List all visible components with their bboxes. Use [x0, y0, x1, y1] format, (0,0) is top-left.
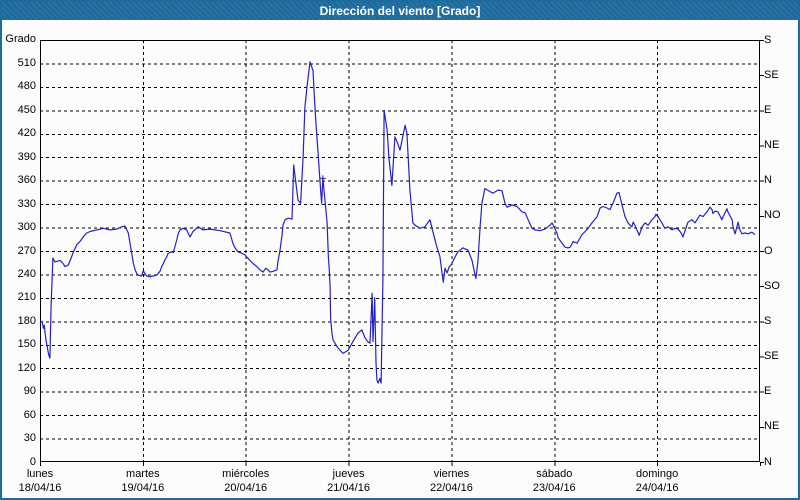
y-tick-label: 0: [29, 455, 36, 468]
compass-tick-label: NE: [764, 139, 780, 151]
x-day-label: viernes: [433, 468, 470, 480]
x-date-label: 23/04/16: [532, 482, 576, 494]
x-date-label: 24/04/16: [635, 482, 679, 494]
y-tick-label: 360: [17, 174, 36, 187]
y-tick-label: 120: [17, 361, 36, 374]
x-date-label: 18/04/16: [18, 482, 62, 494]
y-tick-label: 60: [23, 408, 36, 421]
x-day-label: sábado: [536, 468, 573, 480]
y-tick-label: 270: [17, 244, 36, 257]
y-tick-label: 390: [17, 150, 36, 163]
compass-tick-label: SE: [764, 350, 779, 362]
x-day-label: martes: [126, 468, 160, 480]
y-tick-label: 30: [23, 432, 36, 445]
compass-tick-label: N: [764, 174, 772, 187]
y-tick-label: 330: [17, 197, 36, 210]
compass-tick-label: NE: [764, 420, 780, 433]
y-tick-label: 180: [17, 314, 36, 327]
compass-tick-label: NO: [764, 209, 781, 222]
wind-direction-plot[interactable]: [39, 40, 764, 466]
compass-tick-label: S: [764, 314, 772, 327]
y-tick-label: 210: [17, 291, 36, 304]
y-tick-label: 450: [17, 103, 36, 116]
compass-tick-label: O: [764, 244, 773, 257]
x-day-label: domingo: [636, 468, 679, 480]
y-tick-label: 480: [17, 80, 36, 93]
compass-tick-label: SO: [764, 279, 780, 292]
y-tick-label: 300: [17, 221, 36, 234]
y-tick-label: 420: [17, 127, 36, 140]
compass-tick-label: S: [764, 33, 772, 46]
x-date-label: 21/04/16: [327, 482, 370, 494]
x-day-label: miércoles: [222, 468, 270, 480]
y-tick-label: 150: [17, 338, 36, 351]
x-date-label: 22/04/16: [430, 482, 473, 494]
wind-direction-series-line: [39, 61, 756, 384]
plot-frame: [40, 40, 760, 462]
title-bar: Dirección del viento [Grado]: [2, 2, 798, 20]
x-day-label: jueves: [332, 468, 365, 480]
y-tick-label: 90: [23, 385, 36, 398]
compass-tick-label: E: [764, 385, 772, 398]
y-tick-label: 510: [17, 56, 36, 69]
page-title: Dirección del viento [Grado]: [319, 4, 481, 18]
y-axis-unit-label: Grado: [5, 33, 36, 45]
y-tick-label: 240: [17, 267, 36, 280]
x-date-label: 19/04/16: [121, 482, 165, 494]
chart-area: Grado 0 30 60 90 120 150 180 210 240 270 300 330 360…: [2, 20, 798, 498]
x-day-label: lunes: [26, 468, 54, 480]
compass-tick-label: E: [764, 103, 772, 116]
x-date-label: 20/04/16: [224, 482, 268, 494]
compass-tick-label: N: [764, 455, 772, 468]
compass-tick-label: SE: [764, 68, 779, 81]
